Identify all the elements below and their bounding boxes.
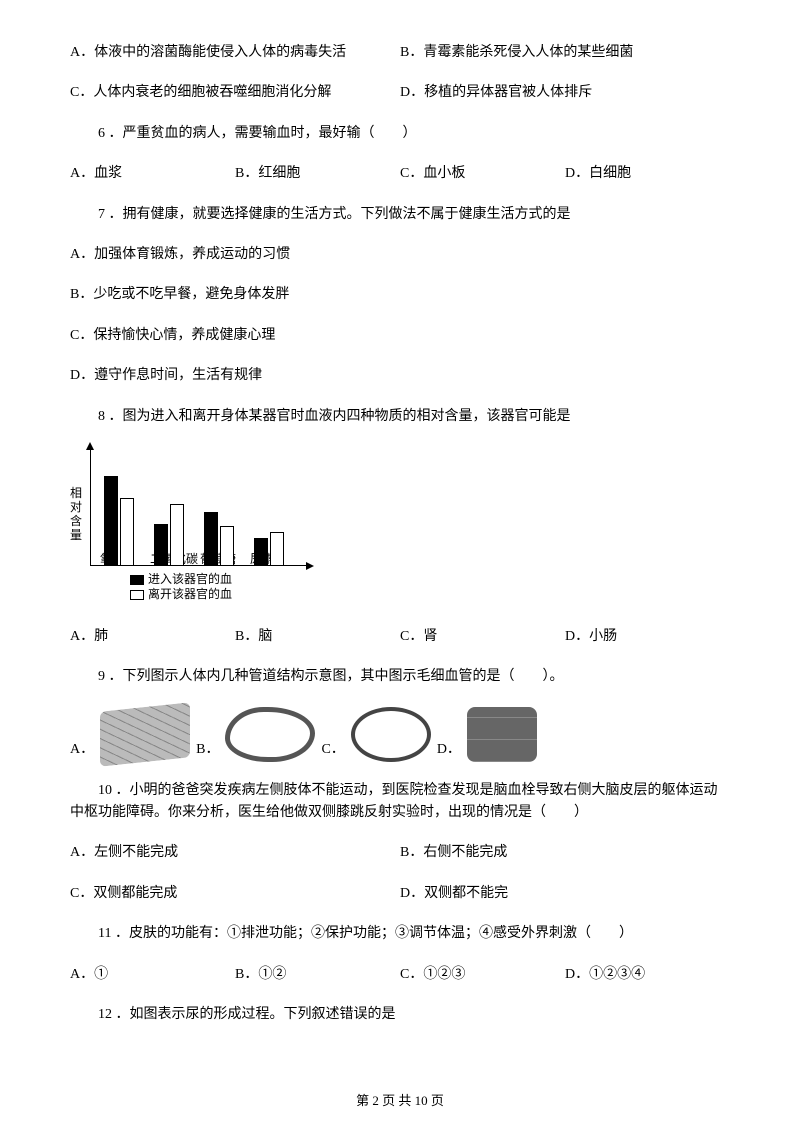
q8-opts: A．肺 B．脑 C．肾 D．小肠 (70, 626, 730, 648)
q10-opt-b: B．右侧不能完成 (400, 842, 730, 864)
bar-hollow (170, 504, 184, 566)
q12-stem: 12 ．如图表示尿的形成过程。下列叙述错误的是 (70, 1004, 730, 1026)
bar-hollow (270, 532, 284, 566)
q8-opt-b: B．脑 (235, 626, 400, 648)
q5-opt-a: A．体液中的溶菌酶能使侵入人体的病毒失活 (70, 42, 400, 64)
q9-images: A． B． C． D． (70, 707, 730, 762)
q6-opt-c: C．血小板 (400, 163, 565, 185)
q6-stem: 6 ．严重贫血的病人，需要输血时，最好输（ ） (70, 123, 730, 145)
q5-opt-c: C．人体内衰老的细胞被吞噬细胞消化分解 (70, 82, 400, 104)
chart-legend: 进入该器官的血 离开该器官的血 (130, 572, 232, 602)
bar-filled (254, 538, 268, 566)
q10-opt-d: D．双侧都不能完 (400, 883, 730, 905)
q7-opt-c: C．保持愉快心情，养成健康心理 (70, 325, 730, 347)
q7-stem: 7 ．拥有健康，就要选择健康的生活方式。下列做法不属于健康生活方式的是 (70, 204, 730, 226)
q11-opt-c: C．①②③ (400, 964, 565, 986)
q11-stem: 11 ．皮肤的功能有：①排泄功能；②保护功能；③调节体温；④感受外界刺激（ ） (70, 923, 730, 945)
chart-x-arrow (306, 562, 314, 570)
q9-stem: 9 ．下列图示人体内几种管道结构示意图，其中图示毛细血管的是（ ）。 (70, 666, 730, 688)
chart-y-axis (90, 446, 91, 566)
q11-opt-d: D．①②③④ (565, 964, 730, 986)
bar-filled (104, 476, 118, 566)
q11-opt-b: B．①② (235, 964, 400, 986)
q5-opt-b: B．青霉素能杀死侵入人体的某些细菌 (400, 42, 730, 64)
q8-opt-a: A．肺 (70, 626, 235, 648)
vessel-ring-icon (351, 707, 431, 762)
q8-opt-c: C．肾 (400, 626, 565, 648)
legend-hollow-label: 离开该器官的血 (148, 587, 232, 601)
q5-opt-d: D．移植的异体器官被人体排斥 (400, 82, 730, 104)
q7-opt-b: B．少吃或不吃早餐，避免身体发胖 (70, 284, 730, 306)
bar-filled (154, 524, 168, 566)
bar-hollow (220, 526, 234, 566)
q10-stem: 10 ．小明的爸爸突发疾病左侧肢体不能运动，到医院检查发现是脑血栓导致右侧大脑皮… (70, 780, 730, 825)
legend-filled-label: 进入该器官的血 (148, 572, 232, 586)
q5-row1: A．体液中的溶菌酶能使侵入人体的病毒失活 B．青霉素能杀死侵入人体的某些细菌 (70, 42, 730, 64)
vessel-stacked-icon (467, 707, 537, 762)
q10-opt-a: A．左侧不能完成 (70, 842, 400, 864)
q10-row1: A．左侧不能完成 B．右侧不能完成 (70, 842, 730, 864)
q9-opt-a: A． (70, 739, 94, 761)
q7-opt-d: D．遵守作息时间，生活有规律 (70, 365, 730, 387)
q10-opt-c: C．双侧都能完成 (70, 883, 400, 905)
q5-row2: C．人体内衰老的细胞被吞噬细胞消化分解 D．移植的异体器官被人体排斥 (70, 82, 730, 104)
q8-stem: 8 ．图为进入和离开身体某器官时血液内四种物质的相对含量，该器官可能是 (70, 406, 730, 428)
capillary-diagram-icon (100, 702, 190, 766)
q9-opt-b: B． (196, 739, 219, 761)
q11-opts: A．① B．①② C．①②③ D．①②③④ (70, 964, 730, 986)
q6-opts: A．血浆 B．红细胞 C．血小板 D．白细胞 (70, 163, 730, 185)
chart-y-label: 相对含量 (70, 486, 84, 542)
q9-opt-c: C． (321, 739, 344, 761)
q8-chart: 相对含量 氧二氧化碳葡萄糖尿素 进入该器官的血 离开该器官的血 (70, 446, 310, 606)
q6-opt-d: D．白细胞 (565, 163, 730, 185)
q11-opt-a: A．① (70, 964, 235, 986)
legend-swatch-filled (130, 575, 144, 585)
bar-filled (204, 512, 218, 566)
page-footer: 第 2 页 共 10 页 (0, 1091, 800, 1112)
q6-opt-b: B．红细胞 (235, 163, 400, 185)
q10-row2: C．双侧都能完成 D．双侧都不能完 (70, 883, 730, 905)
q9-opt-d: D． (437, 739, 461, 761)
bar-hollow (120, 498, 134, 566)
q6-opt-a: A．血浆 (70, 163, 235, 185)
legend-swatch-hollow (130, 590, 144, 600)
q8-opt-d: D．小肠 (565, 626, 730, 648)
q7-opt-a: A．加强体育锻炼，养成运动的习惯 (70, 244, 730, 266)
chart-y-arrow (86, 442, 94, 450)
vessel-cross-section-icon (225, 707, 315, 762)
